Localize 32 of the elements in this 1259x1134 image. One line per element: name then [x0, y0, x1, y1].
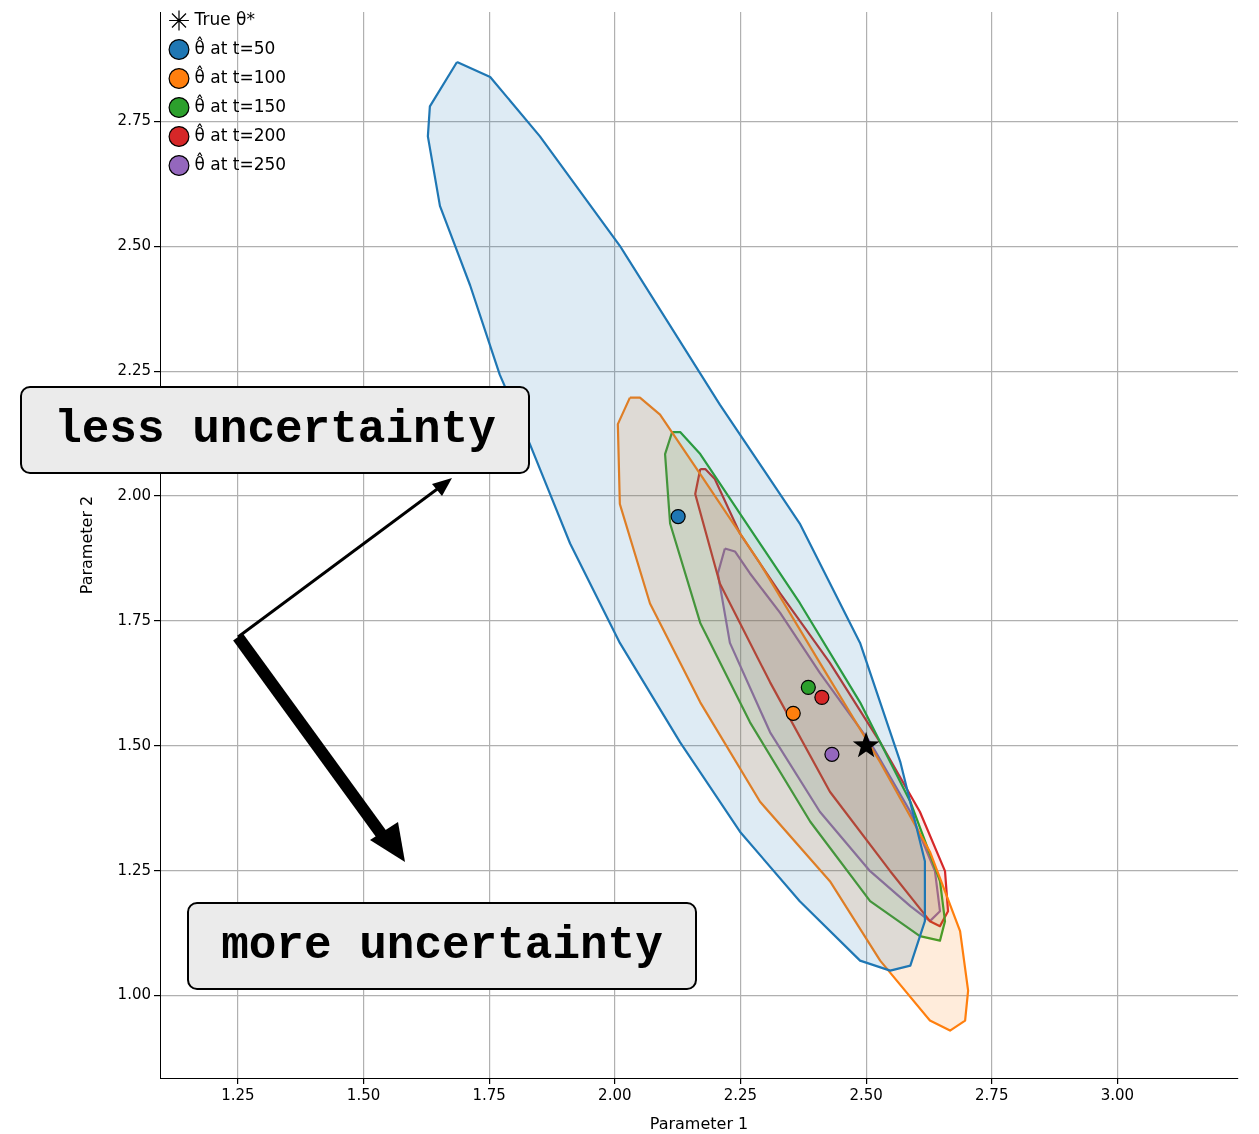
x-tick-label: 2.00: [598, 1085, 632, 1104]
y-axis-title: Parameter 2: [76, 495, 96, 595]
x-axis-title: Parameter 1: [649, 1113, 749, 1133]
y-tick-label: 1.50: [117, 735, 151, 754]
annotation: less uncertainty: [20, 386, 530, 474]
legend-label: θ̂ at t=250: [194, 151, 287, 174]
y-tick-label: 1.00: [117, 985, 151, 1004]
legend-label: True θ*: [193, 8, 255, 29]
legend-label: θ̂ at t=50: [194, 35, 276, 58]
point: [814, 689, 830, 705]
legend-label: θ̂ at t=200: [194, 122, 287, 145]
y-tick-label: 2.00: [117, 485, 151, 504]
legend-label: θ̂ at t=150: [194, 93, 287, 116]
point: [824, 746, 840, 762]
y-tick-label: 1.75: [117, 610, 151, 629]
x-tick-label: 2.50: [849, 1085, 883, 1104]
y-tick-label: 2.75: [117, 111, 151, 130]
x-tick-label: 2.75: [975, 1085, 1009, 1104]
x-tick-label: 3.00: [1100, 1085, 1135, 1104]
legend-label: θ̂ at t=100: [194, 64, 287, 87]
y-tick-label: 2.50: [117, 236, 151, 255]
point: [670, 508, 686, 525]
x-tick-label: 1.75: [472, 1085, 506, 1104]
point: [785, 705, 801, 721]
x-tick-label: 1.50: [346, 1085, 381, 1104]
y-tick-label: 1.25: [117, 860, 151, 879]
x-tick-label: 2.25: [723, 1085, 758, 1104]
annotation: more uncertainty: [187, 902, 697, 990]
point: [852, 731, 880, 758]
x-tick-label: 1.25: [221, 1085, 255, 1104]
point: [800, 679, 816, 695]
y-tick-label: 2.25: [117, 361, 151, 380]
